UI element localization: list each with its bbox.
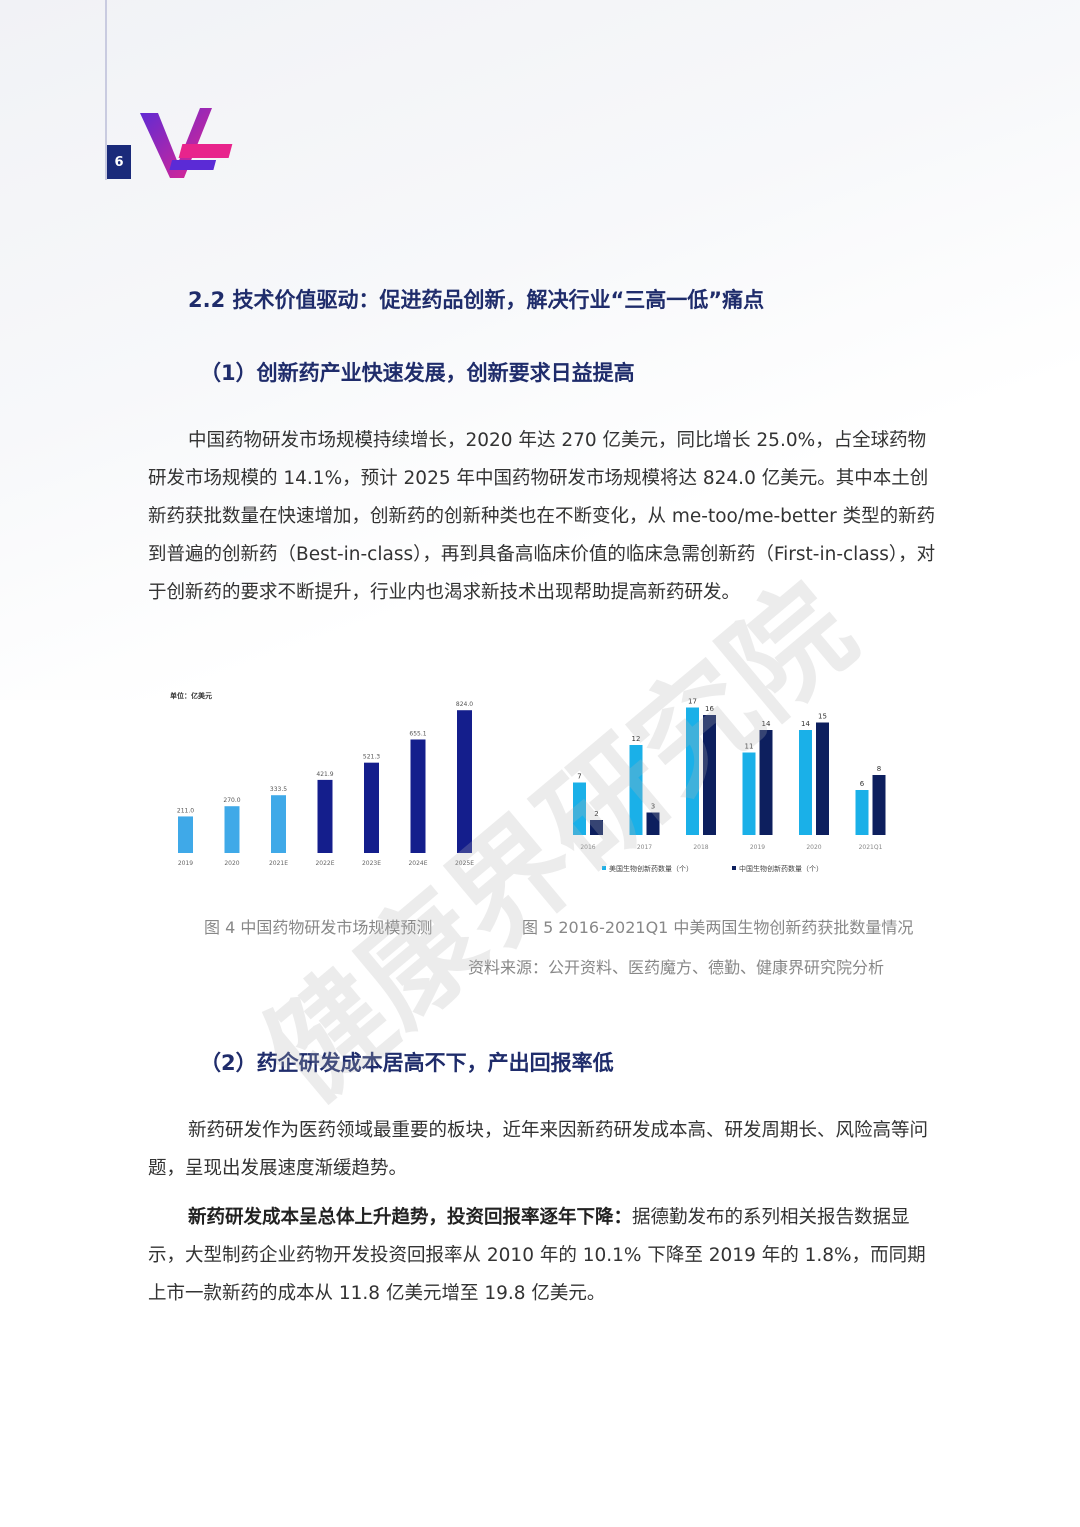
data-label: 211.0 bbox=[177, 807, 194, 814]
bar bbox=[799, 730, 812, 835]
page-background bbox=[0, 0, 1080, 700]
section-heading: 2.2 技术价值驱动：促进药品创新，解决行业“三高一低”痛点 bbox=[188, 288, 765, 312]
brand-logo bbox=[140, 108, 233, 178]
bar bbox=[590, 820, 603, 835]
data-label: 333.5 bbox=[270, 786, 287, 793]
header-rule bbox=[105, 0, 107, 180]
data-label: 2 bbox=[594, 810, 598, 818]
legend-swatch bbox=[732, 866, 736, 870]
bar bbox=[629, 745, 643, 835]
legend-label: 中国生物创新药数量（个） bbox=[739, 864, 823, 873]
bar bbox=[573, 782, 586, 835]
data-label: 15 bbox=[818, 713, 827, 721]
unit-label: 单位：亿美元 bbox=[170, 691, 212, 700]
data-label: 824.0 bbox=[456, 701, 473, 708]
x-tick-label: 2016 bbox=[580, 844, 595, 851]
data-label: 421.9 bbox=[316, 771, 333, 778]
subheading-1: （1）创新药产业快速发展，创新要求日益提高 bbox=[200, 361, 635, 385]
bar bbox=[457, 710, 472, 853]
figure-4-caption: 图 4 中国药物研发市场规模预测 bbox=[204, 918, 433, 937]
x-tick-label: 2019 bbox=[178, 860, 193, 867]
bar bbox=[178, 816, 193, 853]
paragraph-2: 新药研发作为医药领域最重要的板块，近年来因新药研发成本高、研发周期长、风险高等问… bbox=[148, 1120, 929, 1179]
bar bbox=[646, 812, 660, 835]
data-label: 12 bbox=[632, 735, 641, 743]
data-label: 8 bbox=[877, 765, 881, 773]
data-label: 655.1 bbox=[409, 730, 426, 737]
subheading-2: （2）药企研发成本居高不下，产出回报率低 bbox=[200, 1051, 614, 1075]
paragraph-1: 中国药物研发市场规模持续增长，2020 年达 270 亿美元，同比增长 25.0… bbox=[148, 430, 936, 603]
bar bbox=[410, 739, 426, 853]
legend-swatch bbox=[602, 866, 606, 870]
x-tick-label: 2023E bbox=[362, 860, 381, 867]
bar bbox=[742, 752, 756, 835]
source-note: 资料来源：公开资料、医药魔方、德勤、健康界研究院分析 bbox=[468, 958, 885, 977]
data-label: 270.0 bbox=[223, 797, 240, 804]
bar bbox=[872, 775, 886, 835]
chart-approvals: 7 2 2016 12 3 2017 17 16 2018 11 14 2019 14 15 2020 6 8 2… bbox=[573, 698, 886, 873]
bar bbox=[759, 730, 773, 835]
paragraph-3: 新药研发成本呈总体上升趋势，投资回报率逐年下降：据德勤发布的系列相关报告数据显示… bbox=[148, 1199, 938, 1313]
paragraph-3-lead: 新药研发成本呈总体上升趋势，投资回报率逐年下降： bbox=[188, 1207, 633, 1228]
data-label: 14 bbox=[801, 720, 810, 728]
page-number: 6 bbox=[107, 145, 131, 179]
data-label: 14 bbox=[762, 720, 771, 728]
legend-label: 美国生物创新药数量（个） bbox=[609, 864, 693, 873]
x-tick-label: 2021Q1 bbox=[859, 844, 883, 851]
paragraph-3-body: 据德勤发布的系列相关报告数据显示，大型制药企业药物开发投资回报率从 2010 年… bbox=[148, 1207, 926, 1304]
x-tick-label: 2024E bbox=[408, 860, 427, 867]
x-tick-label: 2022E bbox=[315, 860, 334, 867]
x-tick-label: 2021E bbox=[269, 860, 288, 867]
figure-5-caption: 图 5 2016-2021Q1 中美两国生物创新药获批数量情况 bbox=[522, 918, 914, 937]
x-tick-label: 2019 bbox=[750, 844, 765, 851]
x-tick-label: 2020 bbox=[806, 844, 821, 851]
x-tick-label: 2025E bbox=[455, 860, 474, 867]
data-label: 11 bbox=[745, 743, 754, 751]
x-tick-label: 2017 bbox=[637, 844, 652, 851]
chart-market-size: 单位：亿美元 211.0 2019 270.0 2020 333.5 2021E 421.9 2… bbox=[170, 691, 474, 867]
data-label: 16 bbox=[705, 705, 714, 713]
bar bbox=[317, 779, 333, 853]
bar bbox=[271, 795, 286, 853]
data-label: 7 bbox=[577, 773, 581, 781]
data-label: 17 bbox=[688, 698, 697, 706]
bar bbox=[855, 790, 869, 835]
data-label: 6 bbox=[860, 780, 865, 788]
data-label: 521.3 bbox=[363, 754, 380, 761]
x-tick-label: 2018 bbox=[693, 844, 708, 851]
bar bbox=[364, 762, 379, 853]
data-label: 3 bbox=[651, 803, 655, 811]
bar bbox=[224, 806, 240, 853]
bar bbox=[816, 722, 829, 835]
bar bbox=[686, 707, 699, 835]
x-tick-label: 2020 bbox=[224, 860, 239, 867]
bar bbox=[703, 715, 716, 835]
